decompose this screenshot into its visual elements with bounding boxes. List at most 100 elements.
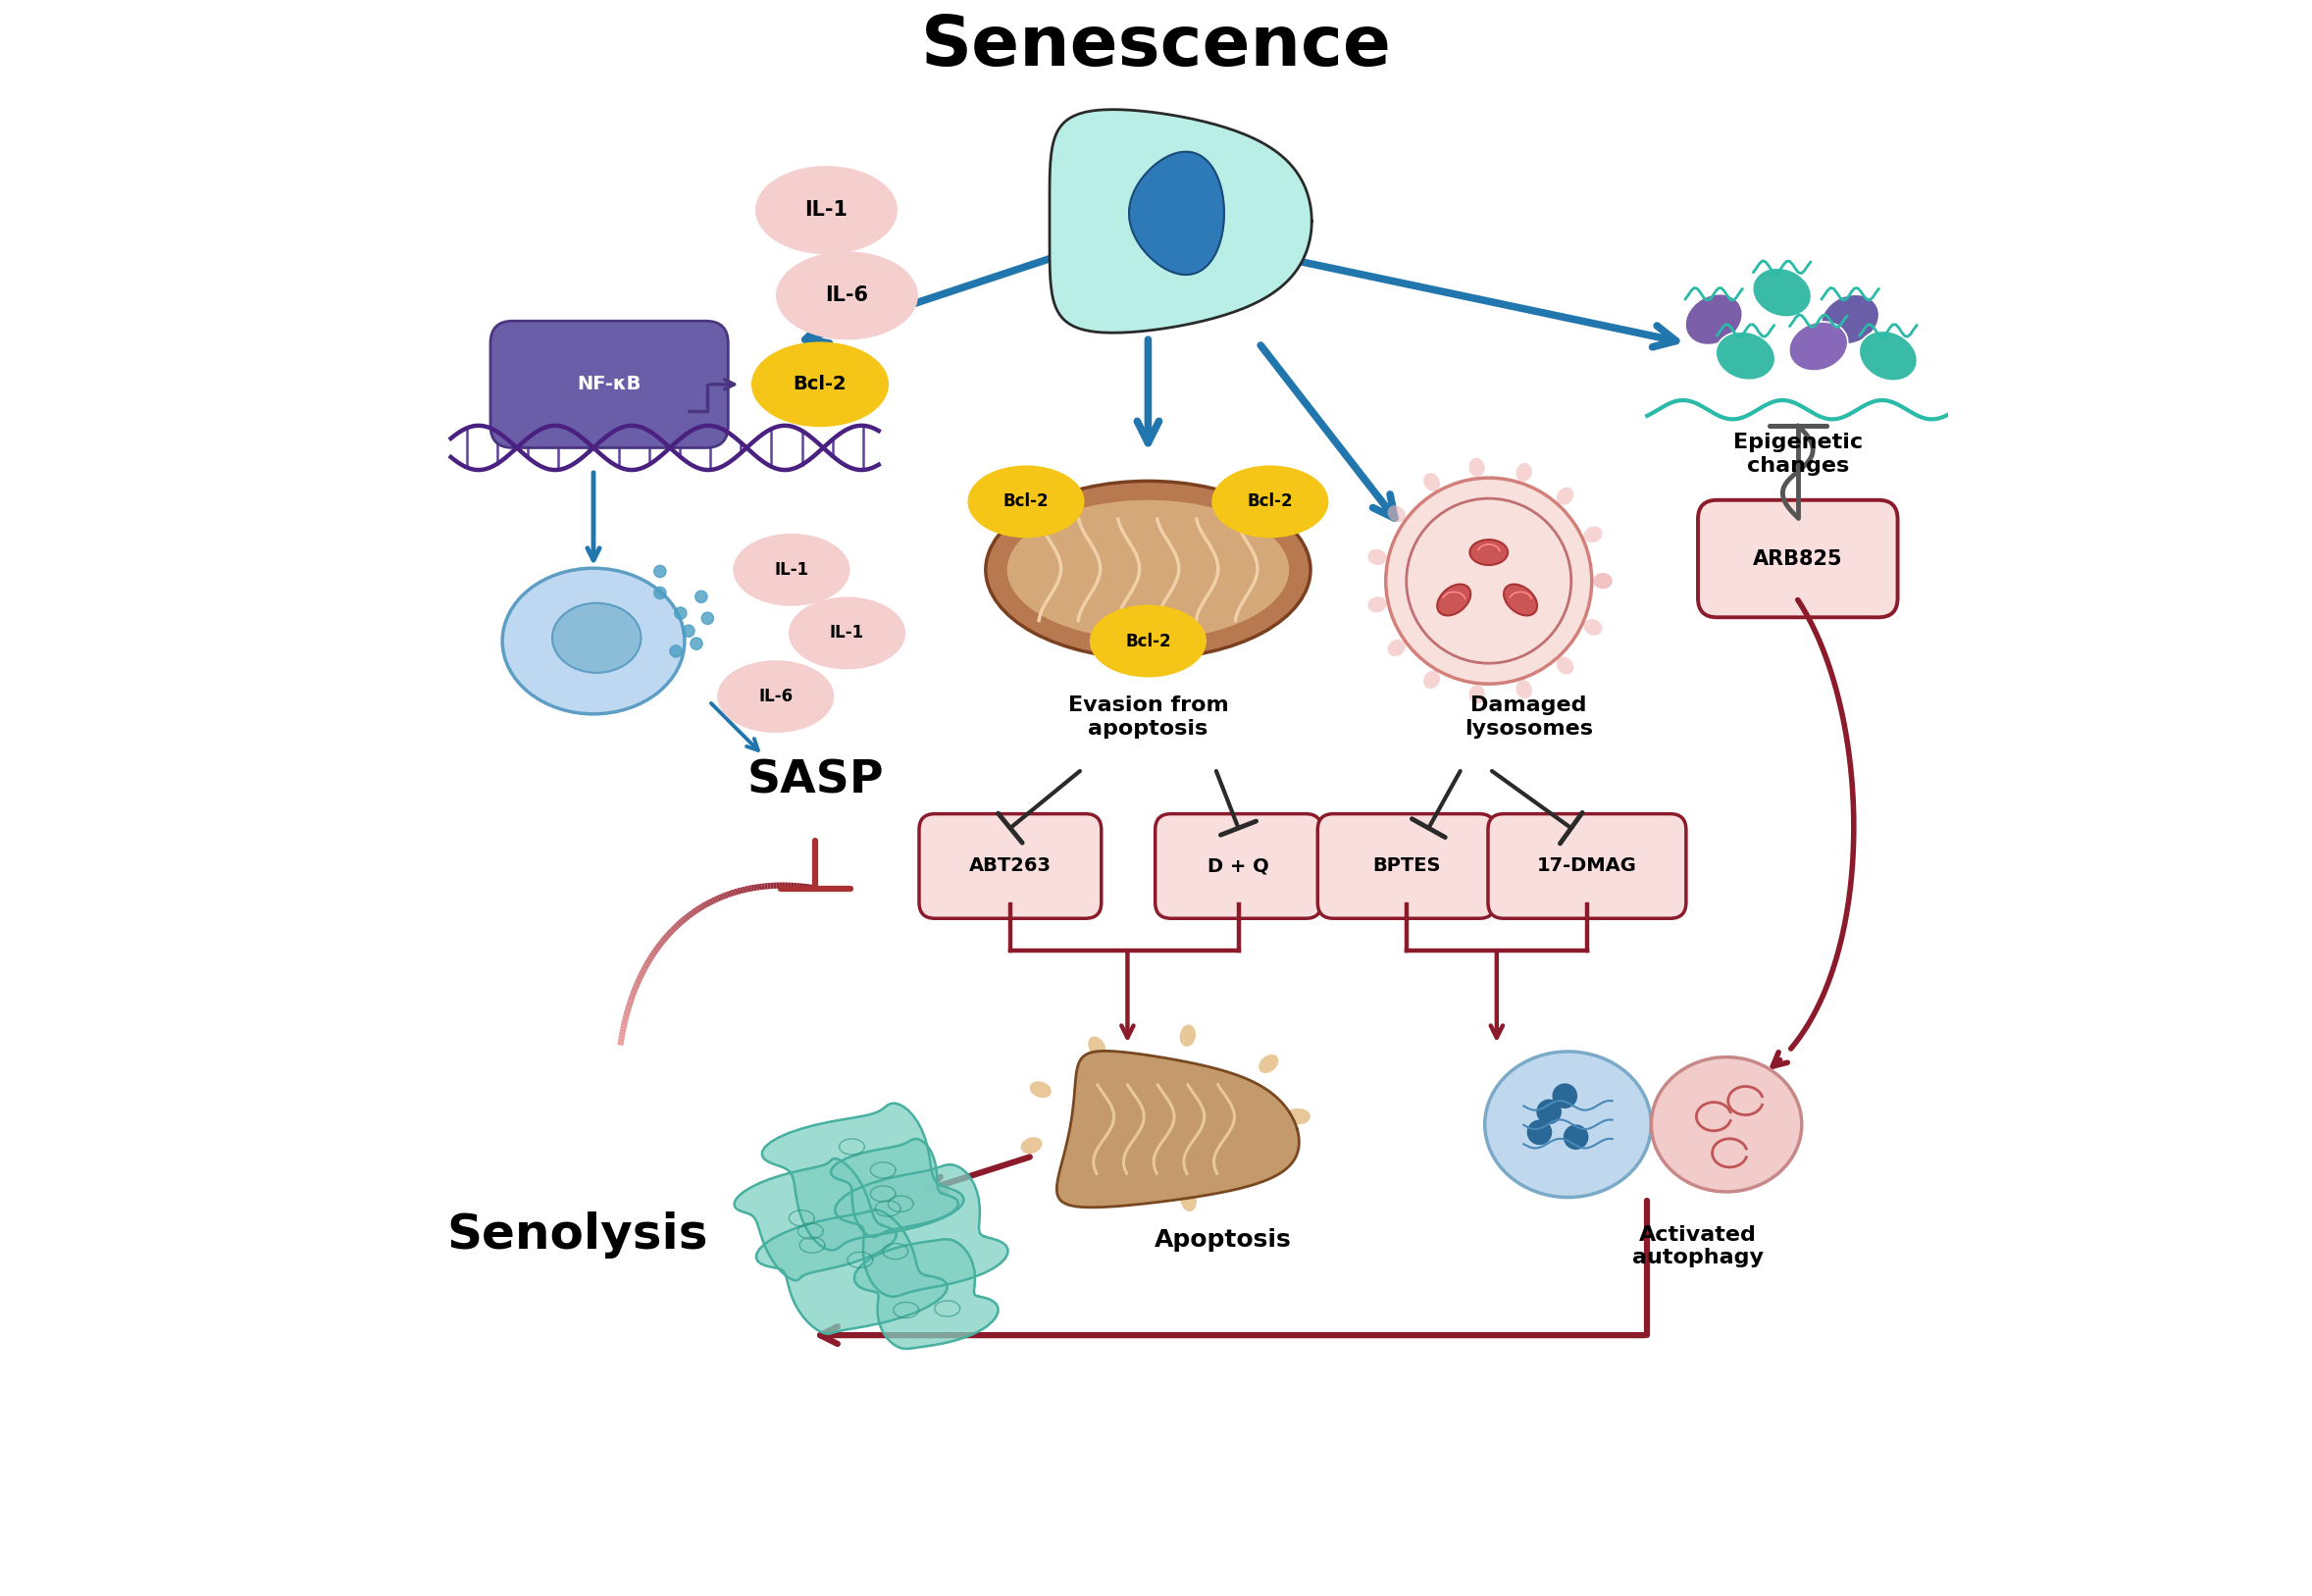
Circle shape [654,587,666,598]
Text: NF-κB: NF-κB [578,375,640,394]
Ellipse shape [1255,1057,1274,1076]
Ellipse shape [1752,268,1810,318]
Circle shape [696,591,707,603]
FancyBboxPatch shape [1489,814,1685,918]
Ellipse shape [1438,584,1470,616]
Ellipse shape [1262,1162,1281,1179]
Text: IL-6: IL-6 [758,688,793,705]
Ellipse shape [1593,573,1611,589]
Ellipse shape [1716,332,1776,380]
Text: SASP: SASP [747,758,883,803]
Ellipse shape [1020,1079,1043,1096]
Circle shape [1528,1120,1551,1144]
Ellipse shape [777,252,918,338]
Ellipse shape [1369,549,1387,565]
Text: D + Q: D + Q [1207,857,1269,876]
Ellipse shape [791,598,904,669]
Ellipse shape [754,343,888,426]
Text: 17-DMAG: 17-DMAG [1537,857,1637,876]
Ellipse shape [1789,322,1847,370]
Ellipse shape [1387,640,1406,656]
Text: Damaged
lysosomes: Damaged lysosomes [1463,696,1593,739]
Ellipse shape [1292,1109,1316,1125]
Polygon shape [830,1140,957,1237]
Ellipse shape [1685,294,1743,345]
Text: Bcl-2: Bcl-2 [793,375,846,394]
FancyBboxPatch shape [1318,814,1496,918]
Ellipse shape [1556,658,1574,675]
Ellipse shape [735,535,849,605]
Text: Bcl-2: Bcl-2 [1126,632,1170,650]
Text: Apoptosis: Apoptosis [1154,1229,1290,1251]
Circle shape [675,606,687,619]
Polygon shape [1057,1052,1299,1207]
Circle shape [691,638,703,650]
Ellipse shape [969,466,1082,536]
Text: BPTES: BPTES [1373,857,1440,876]
Polygon shape [756,1210,948,1334]
Ellipse shape [1859,330,1917,381]
Ellipse shape [756,168,897,252]
Ellipse shape [1470,539,1507,565]
Ellipse shape [1424,670,1440,689]
Ellipse shape [553,603,640,674]
Ellipse shape [1214,466,1327,536]
Text: Senolysis: Senolysis [446,1211,707,1259]
Ellipse shape [1029,1135,1050,1152]
Ellipse shape [1179,1028,1195,1050]
Ellipse shape [1593,573,1611,589]
Ellipse shape [1369,597,1387,613]
Ellipse shape [1651,1057,1801,1192]
Text: Senescence: Senescence [920,13,1392,81]
Ellipse shape [1290,1109,1311,1125]
Ellipse shape [1468,458,1484,477]
Ellipse shape [1517,463,1533,482]
Text: Bcl-2: Bcl-2 [1246,493,1292,511]
FancyBboxPatch shape [920,814,1101,918]
Circle shape [670,645,682,658]
FancyBboxPatch shape [1156,814,1322,918]
Ellipse shape [1008,500,1290,640]
FancyBboxPatch shape [1697,500,1898,618]
Polygon shape [1050,110,1311,334]
Text: Activated
autophagy: Activated autophagy [1632,1226,1764,1267]
Circle shape [1537,1100,1561,1124]
FancyBboxPatch shape [490,321,728,448]
Circle shape [1385,477,1591,683]
Ellipse shape [1468,685,1484,704]
Ellipse shape [1503,584,1537,616]
Ellipse shape [1556,487,1574,504]
Ellipse shape [985,480,1311,659]
Polygon shape [853,1238,999,1349]
Text: IL-1: IL-1 [805,200,849,220]
Ellipse shape [1584,527,1602,543]
Circle shape [701,613,714,624]
Text: IL-1: IL-1 [830,624,865,642]
Circle shape [1563,1125,1588,1149]
Ellipse shape [1584,619,1602,635]
Ellipse shape [1387,506,1406,522]
Circle shape [1554,1084,1577,1108]
Ellipse shape [1091,606,1205,677]
Text: Epigenetic
changes: Epigenetic changes [1734,433,1863,476]
Text: ARB825: ARB825 [1752,549,1843,568]
Ellipse shape [1087,1036,1105,1057]
Text: Evasion from
apoptosis: Evasion from apoptosis [1068,696,1228,739]
Ellipse shape [1084,1179,1103,1200]
Polygon shape [1128,152,1223,275]
Ellipse shape [1517,680,1533,699]
Ellipse shape [1822,294,1880,345]
Text: IL-6: IL-6 [825,286,869,305]
Ellipse shape [502,568,684,713]
Polygon shape [735,1159,897,1280]
Text: Bcl-2: Bcl-2 [1003,493,1050,511]
Circle shape [654,565,666,578]
Ellipse shape [1424,472,1440,492]
Polygon shape [763,1103,964,1250]
Circle shape [682,626,694,637]
Text: IL-1: IL-1 [775,560,809,579]
Ellipse shape [1484,1052,1651,1197]
Polygon shape [835,1165,1008,1296]
Ellipse shape [1179,1187,1195,1210]
Text: ABT263: ABT263 [969,857,1052,876]
